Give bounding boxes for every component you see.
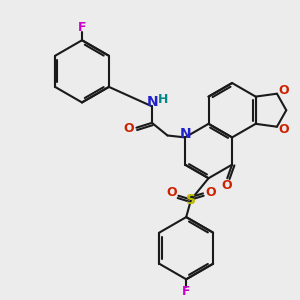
Text: H: H	[158, 93, 168, 106]
Text: S: S	[186, 193, 196, 207]
Text: F: F	[78, 21, 86, 34]
Text: N: N	[180, 127, 192, 140]
Text: O: O	[278, 84, 289, 97]
Text: N: N	[147, 95, 159, 110]
Text: O: O	[205, 186, 216, 199]
Text: O: O	[123, 122, 134, 135]
Text: O: O	[278, 123, 289, 136]
Text: F: F	[182, 285, 190, 298]
Text: O: O	[166, 186, 177, 199]
Text: O: O	[221, 178, 232, 191]
